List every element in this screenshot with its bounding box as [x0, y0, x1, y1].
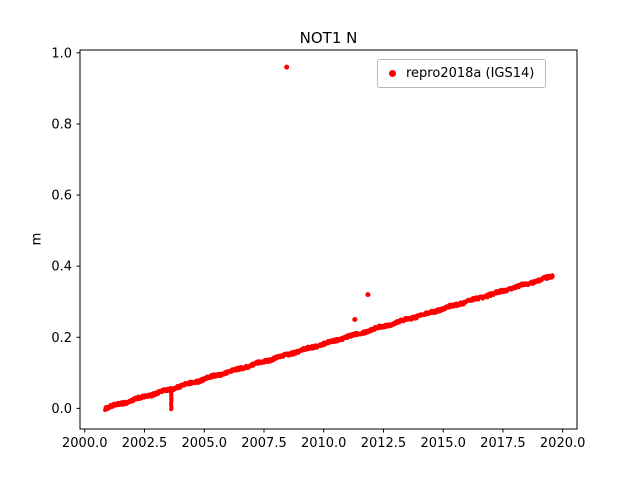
legend-label: repro2018a (IGS14)	[406, 66, 535, 81]
y-tick-label: 0.4	[51, 260, 72, 275]
legend: repro2018a (IGS14)	[377, 59, 547, 88]
scatter-series-repro2018a	[103, 64, 555, 413]
legend-marker-dot	[389, 70, 396, 77]
x-tick-label: 2007.5	[241, 436, 287, 451]
axes-frame	[79, 49, 578, 430]
x-axis-ticks: 2000.0 2002.5 2005.0 2007.5 2010.0 2012.5 2015…	[62, 429, 585, 451]
x-tick-label: 2012.5	[361, 436, 407, 451]
x-tick-label: 2017.5	[480, 436, 526, 451]
chart-title: NOT1 N	[299, 29, 358, 47]
x-tick-label: 2002.5	[122, 436, 168, 451]
y-tick-label: 1.0	[51, 46, 72, 61]
x-tick-label: 2010.0	[301, 436, 347, 451]
y-tick-label: 0.8	[51, 117, 72, 132]
y-tick-label: 0.6	[51, 189, 72, 204]
y-tick-label: 0.2	[51, 331, 72, 346]
x-tick-label: 2015.0	[420, 436, 466, 451]
x-tick-label: 2005.0	[182, 436, 228, 451]
x-tick-label: 2000.0	[62, 436, 108, 451]
y-axis-ticks: 0.0 0.2 0.4 0.6 0.8 1.0	[51, 46, 80, 417]
x-tick-label: 2020.0	[540, 436, 586, 451]
y-tick-label: 0.0	[51, 402, 72, 417]
